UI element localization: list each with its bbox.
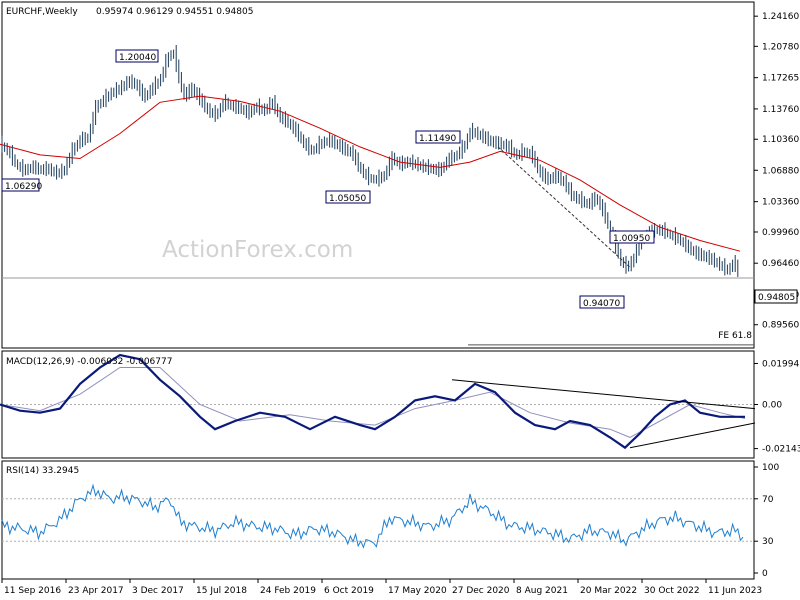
rsi-y-tick-label: 0 [762, 569, 768, 579]
price-y-tick-label: 1.17265 [762, 74, 799, 84]
price-watermark: ActionForex.com [162, 237, 353, 263]
macd-trendline [629, 422, 756, 449]
price-annotation-label: 1.06290 [5, 182, 42, 192]
x-tick-label: 30 Oct 2022 [644, 586, 700, 596]
x-tick-label: 20 Mar 2022 [580, 586, 637, 596]
rsi-y-axis: 100 70 30 0 [754, 463, 779, 579]
x-tick-label: 24 Feb 2019 [260, 586, 316, 596]
price-annotation-box [115, 49, 159, 63]
rsi-panel-title: RSI(14) 33.2945 [6, 466, 79, 476]
price-panel: ActionForex.com 1.24160 1.20780 1.17265 1.1… [0, 1, 799, 349]
fe-level-label: FE 61.8 [718, 331, 752, 341]
price-y-tick-label: 1.03360 [762, 198, 799, 208]
moving-average-line [0, 95, 741, 252]
x-tick-label: 27 Dec 2020 [452, 586, 510, 596]
macd-line [0, 353, 745, 450]
price-panel-title: EURCHF,Weekly [6, 7, 78, 17]
price-annotation-label: 1.11490 [419, 134, 456, 144]
price-y-tick-label: 1.24160 [762, 12, 799, 22]
price-marks: 1.20040 1.06290 1.05050 1.11490 1.00950 0.940… [0, 45, 754, 346]
rsi-y-tick-label: 70 [762, 495, 774, 505]
price-annotation-box [415, 130, 461, 144]
macd-panel-title: MACD(12,26,9) -0.006032 -0.006777 [6, 357, 172, 367]
price-y-tick-label: 1.20780 [762, 42, 799, 52]
price-annotation-box [1, 178, 40, 192]
last-price-label: 0.94805 [758, 293, 795, 303]
price-y-tick-label: 0.99960 [762, 228, 799, 238]
rsi-y-tick-label: 100 [762, 463, 779, 473]
price-annotation-box [609, 230, 655, 244]
x-tick-label: 11 Sep 2016 [4, 586, 61, 596]
macd-y-axis: 0.019943 0.00 -0.021434 [754, 359, 800, 455]
price-y-tick-label: 0.89560 [762, 321, 799, 331]
macd-y-tick-label: 0.019943 [762, 359, 800, 369]
last-price-box [754, 289, 798, 304]
x-tick-label: 8 Aug 2021 [516, 586, 568, 596]
x-tick-label: 15 Jul 2018 [196, 586, 247, 596]
macd-y-tick-label: -0.021434 [762, 445, 800, 455]
ohlc-values: 0.95974 0.96129 0.94551 0.94805 [96, 7, 253, 17]
price-annotation-label: 0.94070 [583, 299, 620, 309]
x-tick-label: 23 Apr 2017 [68, 586, 124, 596]
price-annotation-label: 1.05050 [329, 194, 366, 204]
rsi-marks [1, 483, 754, 549]
macd-marks [0, 353, 756, 450]
price-annotation-label: 1.00950 [613, 234, 650, 244]
x-axis: 11 Sep 2016 23 Apr 2017 3 Dec 2017 15 Jul 2… [1, 579, 762, 596]
price-y-tick-label: 1.10360 [762, 135, 799, 145]
price-y-tick-label: 1.06880 [762, 166, 799, 176]
rsi-line [1, 483, 744, 549]
price-annotation-box [579, 295, 625, 309]
price-annotation-box [325, 190, 371, 204]
x-tick-label: 6 Oct 2019 [324, 586, 374, 596]
price-y-tick-label: 1.13760 [762, 105, 799, 115]
x-tick-label: 11 Jun 2023 [708, 586, 762, 596]
macd-signal-line [0, 367, 746, 438]
price-annotation-label: 1.20040 [119, 53, 156, 63]
x-tick-label: 3 Dec 2017 [132, 586, 184, 596]
macd-trendline [451, 379, 756, 410]
macd-y-tick-label: 0.00 [762, 401, 782, 411]
x-tick-label: 17 May 2020 [388, 586, 447, 596]
macd-panel: 0.019943 0.00 -0.021434 MACD(12,26,9) -0.0… [0, 350, 800, 459]
price-panel-frame [1, 1, 755, 349]
rsi-y-tick-label: 30 [762, 537, 774, 547]
rsi-panel: 100 70 30 0 RSI(14) 33.2945 [1, 460, 779, 580]
price-y-tick-label: 0.96460 [762, 259, 799, 269]
